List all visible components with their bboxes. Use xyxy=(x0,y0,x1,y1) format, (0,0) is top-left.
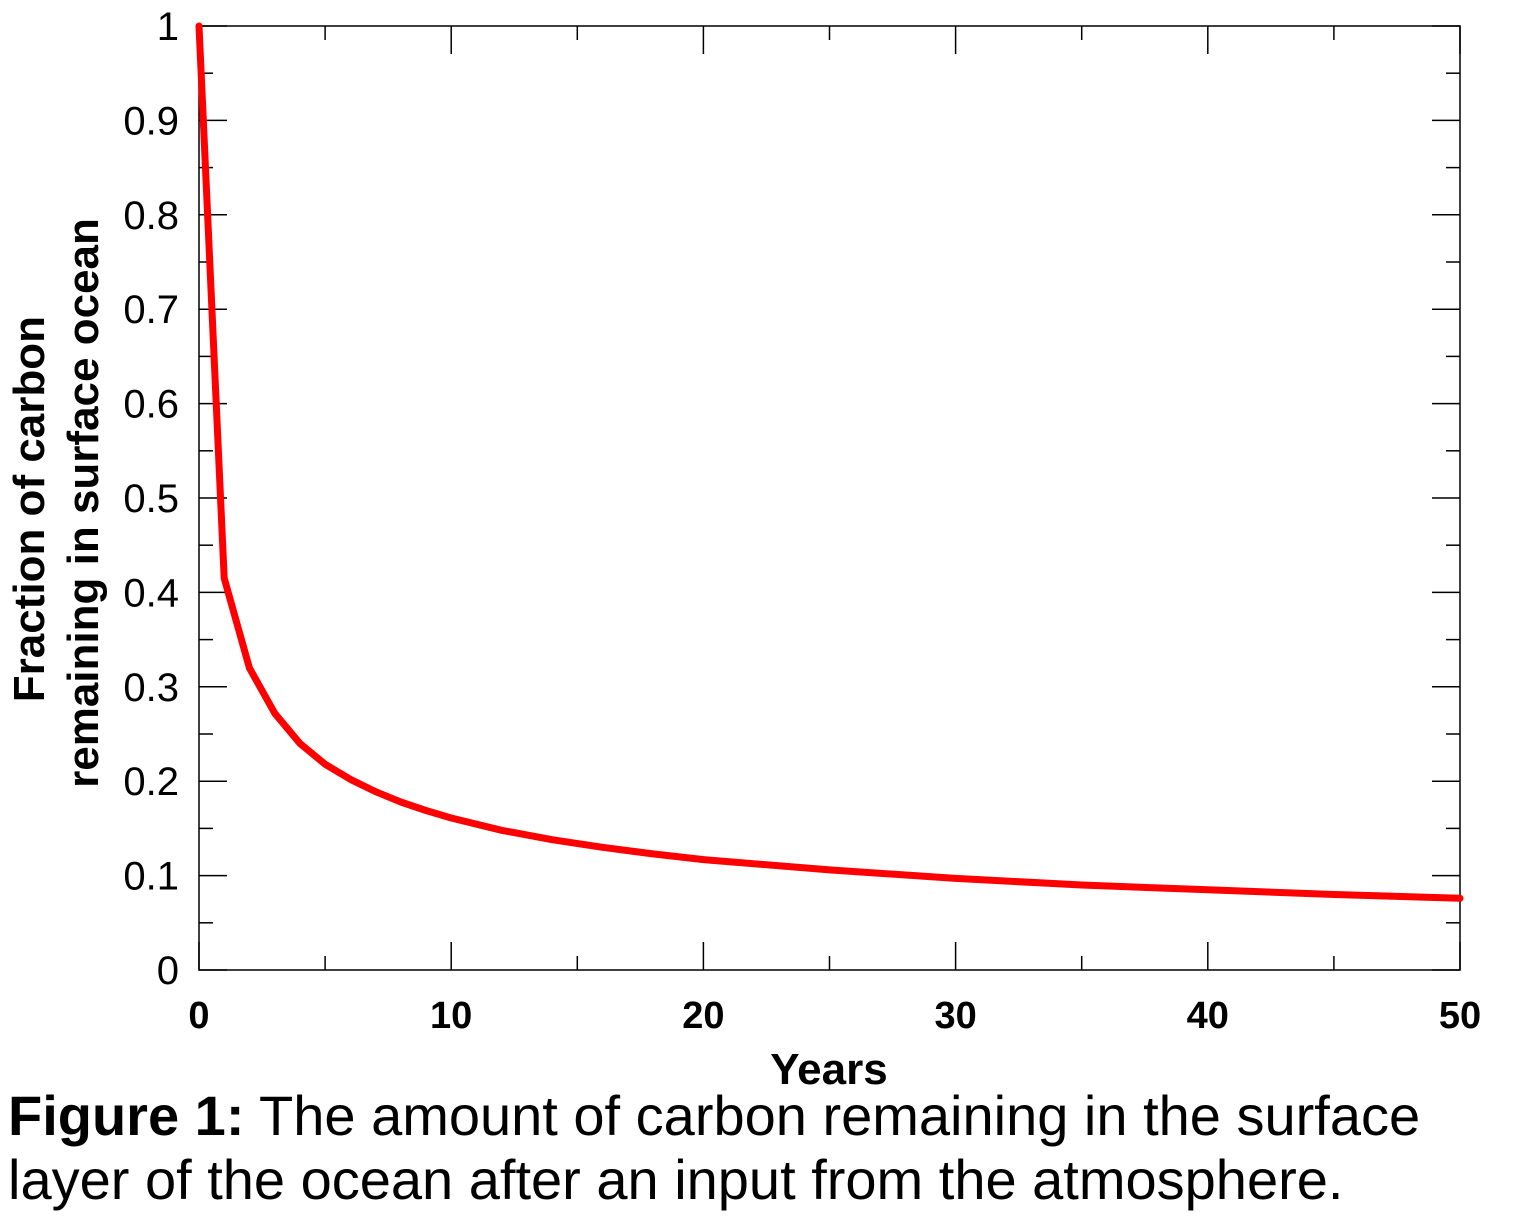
caption-label: Figure 1: xyxy=(8,1084,245,1147)
y-tick-label: 0.2 xyxy=(123,760,179,804)
y-tick-label: 0.3 xyxy=(123,666,179,710)
y-tick-label: 0 xyxy=(157,949,179,993)
x-tick-label: 20 xyxy=(682,995,724,1037)
y-tick-label: 0.7 xyxy=(123,288,179,332)
y-tick-label: 0.9 xyxy=(123,99,179,143)
caption-text: The amount of carbon remaining in the su… xyxy=(8,1084,1421,1211)
x-tick-labels: 0 10 20 30 40 50 xyxy=(188,995,1481,1037)
plot-frame xyxy=(198,25,1461,971)
x-tick-label: 10 xyxy=(430,995,472,1037)
x-tick-label: 0 xyxy=(188,995,209,1037)
x-tick-label: 30 xyxy=(934,995,976,1037)
y-tick-label: 0.6 xyxy=(123,383,179,427)
y-tick-label: 0.1 xyxy=(123,855,179,899)
axis-ticks xyxy=(198,25,1461,971)
chart: 0 0.1 0.2 0.3 0.4 0.5 0.6 0.7 0.8 0.9 1 0 10 20 30 40 5… xyxy=(5,5,1481,1085)
y-tick-label: 1 xyxy=(157,5,179,49)
y-axis-title-line-2: remaining in surface ocean xyxy=(59,218,108,788)
x-tick-label: 40 xyxy=(1187,995,1229,1037)
series-line xyxy=(195,22,1464,902)
y-tick-label: 0.5 xyxy=(123,477,179,521)
y-tick-label: 0.8 xyxy=(123,194,179,238)
y-tick-label: 0.4 xyxy=(123,571,179,615)
x-tick-label: 50 xyxy=(1439,995,1481,1037)
x-axis-title: Years xyxy=(770,1045,887,1085)
y-tick-labels: 0 0.1 0.2 0.3 0.4 0.5 0.6 0.7 0.8 0.9 1 xyxy=(123,5,179,993)
figure-caption: Figure 1: The amount of carbon remaining… xyxy=(8,1084,1538,1212)
y-axis-title-line-1: Fraction of carbon xyxy=(5,316,54,702)
y-axis-title: Fraction of carbon remaining in surface … xyxy=(5,218,108,788)
